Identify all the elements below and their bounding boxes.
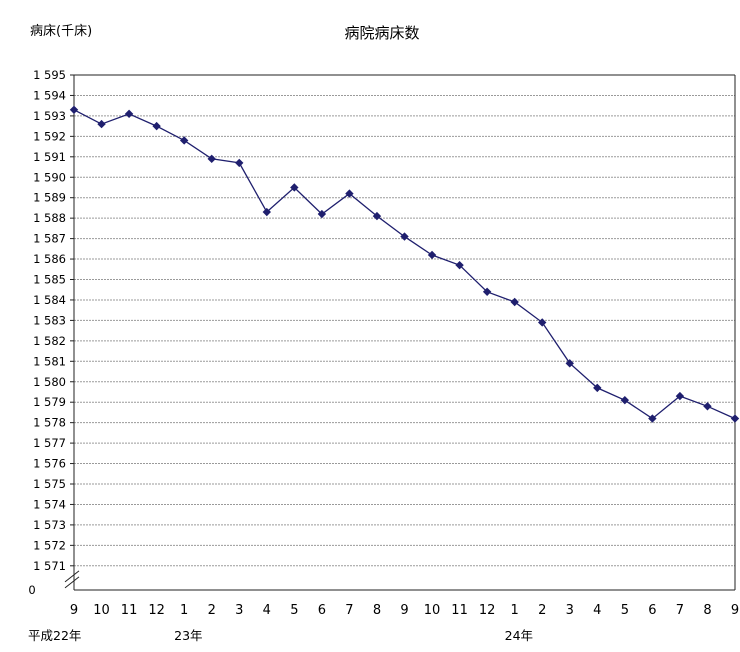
- data-point: [675, 391, 685, 401]
- data-point: [317, 209, 327, 219]
- x-tick-label: 3: [235, 603, 243, 618]
- series-line: [73, 109, 736, 420]
- y-tick-label: 1 572: [33, 538, 66, 552]
- x-tick-label: 1: [180, 603, 188, 618]
- year-label: 平成22年: [28, 628, 81, 643]
- data-point: [207, 154, 216, 164]
- x-tick-label: 7: [345, 603, 353, 618]
- data-point: [427, 250, 437, 260]
- grid-lines: [74, 94, 735, 567]
- year-label: 24年: [505, 628, 533, 643]
- y-tick-label: 1 591: [33, 150, 66, 164]
- data-point: [235, 158, 244, 168]
- y-tick-label: 1 571: [33, 559, 66, 573]
- axis-break-mark: [64, 570, 80, 583]
- y-tick-label: 1 578: [33, 416, 66, 430]
- data-point: [648, 414, 657, 423]
- y-tick-label: 1 584: [33, 293, 66, 307]
- y-tick-label: 1 573: [33, 518, 66, 532]
- y-axis-label: 病床(千床): [30, 24, 92, 39]
- data-point: [372, 211, 382, 221]
- y-tick-label: 1 583: [33, 313, 66, 327]
- data-point: [620, 395, 630, 405]
- chart-title: 病院病床数: [344, 24, 419, 42]
- y-tick-label: 0: [28, 583, 35, 597]
- data-point: [179, 136, 189, 145]
- data-point: [703, 402, 712, 411]
- x-tick-label: 9: [731, 603, 739, 618]
- x-tick-label: 11: [121, 603, 138, 618]
- y-tick-labels: 1 595 1 594 1 593 1 592 1 591 1 590 1 589 1 588…: [28, 68, 66, 597]
- y-tick-label: 1 574: [33, 497, 66, 511]
- x-tick-label: 10: [424, 603, 441, 618]
- y-tick-label: 1 592: [33, 129, 66, 143]
- y-tick-label: 1 590: [33, 170, 66, 184]
- y-tick-label: 1 581: [33, 354, 66, 368]
- x-tick-label: 5: [290, 603, 298, 618]
- x-tick-label: 6: [318, 603, 326, 618]
- data-point: [593, 383, 602, 393]
- y-tick-label: 1 582: [33, 334, 66, 348]
- x-tick-label: 7: [676, 603, 684, 618]
- data-point: [482, 287, 492, 296]
- x-tick-labels: 9 10 11 12 1 2 3 4 5 6 7 8 9 10 11 12 1 2 3 4 5 6 7 8 9: [70, 603, 739, 618]
- x-tick-label: 9: [70, 603, 78, 618]
- year-label: 23年: [174, 628, 202, 643]
- y-tick-label: 1 579: [33, 395, 66, 409]
- x-tick-label: 2: [538, 603, 546, 618]
- series-group: [69, 105, 740, 423]
- y-tick-label: 1 577: [33, 436, 66, 450]
- data-point: [290, 183, 299, 192]
- y-tick-label: 1 575: [33, 477, 66, 491]
- y-tick-label: 1 594: [33, 88, 66, 102]
- x-tick-label: 1: [511, 603, 519, 618]
- x-tick-label: 12: [479, 603, 496, 618]
- data-point: [400, 232, 409, 241]
- x-tick-label: 3: [566, 603, 574, 618]
- y-tick-label: 1 588: [33, 211, 66, 225]
- y-tick-label: 1 595: [33, 68, 66, 82]
- x-tick-label: 10: [93, 603, 110, 618]
- y-tick-label: 1 593: [33, 109, 66, 123]
- data-point: [152, 121, 161, 131]
- data-point: [730, 414, 740, 423]
- data-point: [538, 318, 547, 327]
- y-tick-label: 1 587: [33, 232, 66, 246]
- x-tick-label: 4: [593, 603, 601, 618]
- data-point: [97, 119, 106, 129]
- data-point: [262, 207, 271, 217]
- x-tick-label: 2: [208, 603, 216, 618]
- data-point: [69, 105, 79, 114]
- x-tick-label: 4: [263, 603, 271, 618]
- x-tick-label: 8: [373, 603, 381, 618]
- year-labels: 平成22年 23年 24年: [28, 628, 533, 643]
- data-point: [124, 109, 134, 119]
- y-tick-label: 1 586: [33, 252, 66, 266]
- y-tick-label: 1 580: [33, 375, 66, 389]
- x-tick-label: 12: [148, 603, 165, 618]
- axis-break-mark: [64, 576, 80, 589]
- data-point: [455, 260, 464, 270]
- plot-frame: [64, 74, 736, 591]
- x-tick-label: 6: [648, 603, 656, 618]
- data-point: [510, 297, 519, 307]
- y-tick-label: 1 589: [33, 191, 66, 205]
- x-tick-label: 9: [400, 603, 408, 618]
- y-tick-label: 1 585: [33, 273, 66, 287]
- x-tick-label: 11: [451, 603, 468, 618]
- x-tick-label: 8: [703, 603, 711, 618]
- data-point: [565, 359, 574, 368]
- x-tick-label: 5: [621, 603, 629, 618]
- y-tick-label: 1 576: [33, 457, 66, 471]
- data-point: [345, 189, 354, 198]
